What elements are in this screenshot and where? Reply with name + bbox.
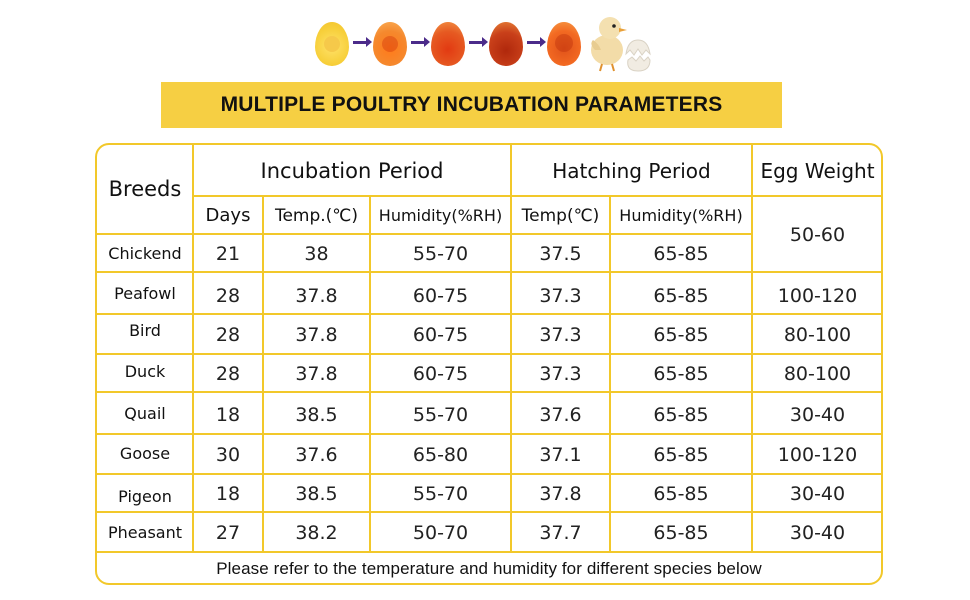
table-cell-incubation-temp: 38.2 xyxy=(295,521,338,544)
table-cell-incubation-temp: 37.6 xyxy=(295,444,338,466)
header-incubation-temp: Temp.(℃) xyxy=(274,205,359,226)
table-cell-days: 28 xyxy=(215,363,241,385)
table-cell-hatching-humidity: 65-85 xyxy=(653,284,709,307)
table-cell-days: 30 xyxy=(215,444,241,466)
eggshell-icon xyxy=(625,39,651,72)
table-cell-hatching-humidity: 65-85 xyxy=(653,521,709,544)
header-egg-weight: Egg Weight xyxy=(760,159,875,183)
egg-day-15-icon xyxy=(489,22,523,66)
table-cell-days: 18 xyxy=(215,404,241,426)
page-title: MULTIPLE POULTRY INCUBATION PARAMETERS xyxy=(220,93,723,116)
table-row-breed: Pigeon xyxy=(118,486,172,506)
table-cell-incubation-humidity: 60-75 xyxy=(412,284,469,307)
table-cell-egg-weight: 100-120 xyxy=(777,284,858,307)
egg-development-strip xyxy=(313,12,653,78)
table-cell-days: 28 xyxy=(215,284,241,307)
table-cell-hatching-temp: 37.5 xyxy=(539,243,582,265)
table-cell-incubation-humidity: 55-70 xyxy=(412,243,469,265)
table-cell-days: 18 xyxy=(215,483,241,505)
table-cell-incubation-temp: 38.5 xyxy=(295,483,338,505)
header-hatching-period: Hatching Period xyxy=(552,159,711,183)
table-cell-hatching-humidity: 65-85 xyxy=(653,444,709,466)
table-cell-egg-weight: 80-100 xyxy=(783,363,852,385)
table-cell-days: 21 xyxy=(215,243,241,265)
table-cell-days: 28 xyxy=(215,324,241,346)
egg-day-5-icon xyxy=(373,22,407,66)
table-row-breed: Goose xyxy=(119,443,171,463)
table-row-breed: Pheasant xyxy=(108,523,182,542)
table-cell-incubation-temp: 37.8 xyxy=(295,363,338,385)
arrow-icon xyxy=(353,37,372,47)
header-breeds: Breeds xyxy=(108,177,182,201)
table-cell-hatching-temp: 37.3 xyxy=(539,284,582,307)
header-incubation-humidity: Humidity(%RH) xyxy=(378,206,503,225)
incubation-table: Breeds Incubation Period Hatching Period… xyxy=(95,143,883,585)
table-cell-hatching-humidity: 65-85 xyxy=(653,404,709,426)
egg-day-1-icon xyxy=(315,22,349,66)
table-cell-egg-weight: 30-40 xyxy=(789,521,846,544)
table-cell-incubation-humidity: 55-70 xyxy=(412,404,469,426)
table-cell-hatching-humidity: 65-85 xyxy=(653,324,709,346)
chick-icon xyxy=(591,17,627,72)
table-cell-incubation-temp: 37.8 xyxy=(295,324,338,346)
table-row-breed: Chickend xyxy=(108,243,182,263)
header-hatching-temp: Temp(℃) xyxy=(521,205,600,226)
egg-day-18-icon xyxy=(547,22,581,66)
table-cell-incubation-humidity: 60-75 xyxy=(412,324,469,346)
arrow-icon xyxy=(527,37,546,47)
table-cell-hatching-humidity: 65-85 xyxy=(653,483,709,505)
title-banner: MULTIPLE POULTRY INCUBATION PARAMETERS xyxy=(161,82,782,128)
table-cell-hatching-temp: 37.1 xyxy=(539,444,582,466)
table-cell-days: 27 xyxy=(215,521,241,544)
table-cell-egg-weight: 80-100 xyxy=(783,324,852,346)
header-hatching-humidity: Humidity(%RH) xyxy=(619,206,743,225)
table-cell-incubation-humidity: 55-70 xyxy=(412,483,469,505)
header-incubation-period: Incubation Period xyxy=(260,159,444,183)
table-cell-incubation-temp: 38 xyxy=(304,243,329,265)
table-row-breed: Quail xyxy=(124,403,166,423)
table-cell-egg-weight: 100-120 xyxy=(777,444,858,466)
table-cell-egg-weight: 30-40 xyxy=(789,483,846,505)
arrow-icon xyxy=(469,37,488,47)
table-cell-hatching-temp: 37.3 xyxy=(539,324,582,346)
table-cell-hatching-humidity: 65-85 xyxy=(653,243,709,265)
table-cell-incubation-humidity: 60-75 xyxy=(412,363,469,385)
table-row-breed: Peafowl xyxy=(114,284,176,303)
table-cell-incubation-temp: 38.5 xyxy=(295,404,338,426)
table-row-breed: Bird xyxy=(129,320,161,340)
arrow-icon xyxy=(411,37,430,47)
table-cell-egg-weight: 50-60 xyxy=(789,223,846,246)
table-cell-incubation-humidity: 50-70 xyxy=(412,521,469,544)
table-cell-hatching-humidity: 65-85 xyxy=(653,363,709,385)
table-cell-hatching-temp: 37.8 xyxy=(539,483,582,505)
table-cell-incubation-humidity: 65-80 xyxy=(412,444,469,466)
table-row-breed: Duck xyxy=(124,361,166,381)
table-cell-incubation-temp: 37.8 xyxy=(295,284,338,307)
table-footer-note: Please refer to the temperature and humi… xyxy=(216,559,762,578)
table-cell-egg-weight: 30-40 xyxy=(789,404,846,426)
table-cell-hatching-temp: 37.6 xyxy=(539,404,582,426)
table-cell-hatching-temp: 37.7 xyxy=(539,521,582,544)
egg-day-10-icon xyxy=(431,22,465,66)
header-days: Days xyxy=(205,205,251,226)
table-cell-hatching-temp: 37.3 xyxy=(539,363,582,385)
